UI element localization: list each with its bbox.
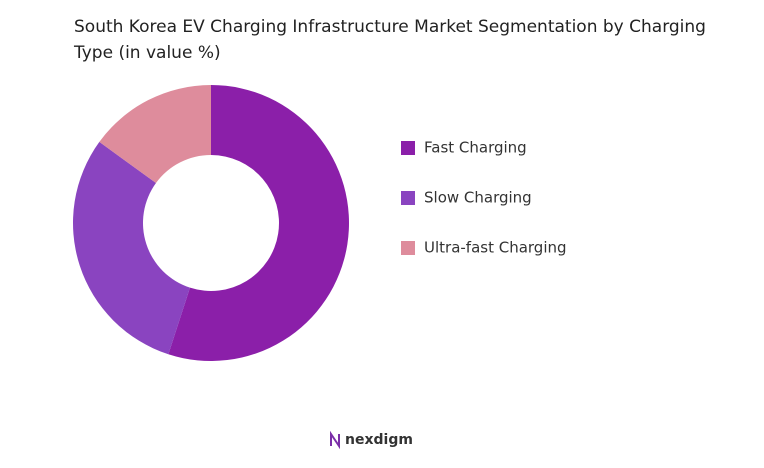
legend-label: Ultra-fast Charging: [424, 239, 567, 257]
legend-swatch: [401, 241, 415, 255]
donut-segment: [168, 85, 350, 361]
donut-segment: [72, 141, 190, 355]
chart-title: South Korea EV Charging Infrastructure M…: [74, 17, 706, 63]
logo-icon: [330, 430, 340, 450]
donut-segment: [99, 85, 211, 184]
legend-swatch: [401, 191, 415, 205]
legend-label: Slow Charging: [424, 189, 532, 207]
logo-text: nexdigm: [345, 432, 413, 448]
legend-swatch: [401, 141, 415, 155]
legend-label: Fast Charging: [424, 139, 527, 157]
footer-logo: nexdigm: [330, 430, 413, 450]
